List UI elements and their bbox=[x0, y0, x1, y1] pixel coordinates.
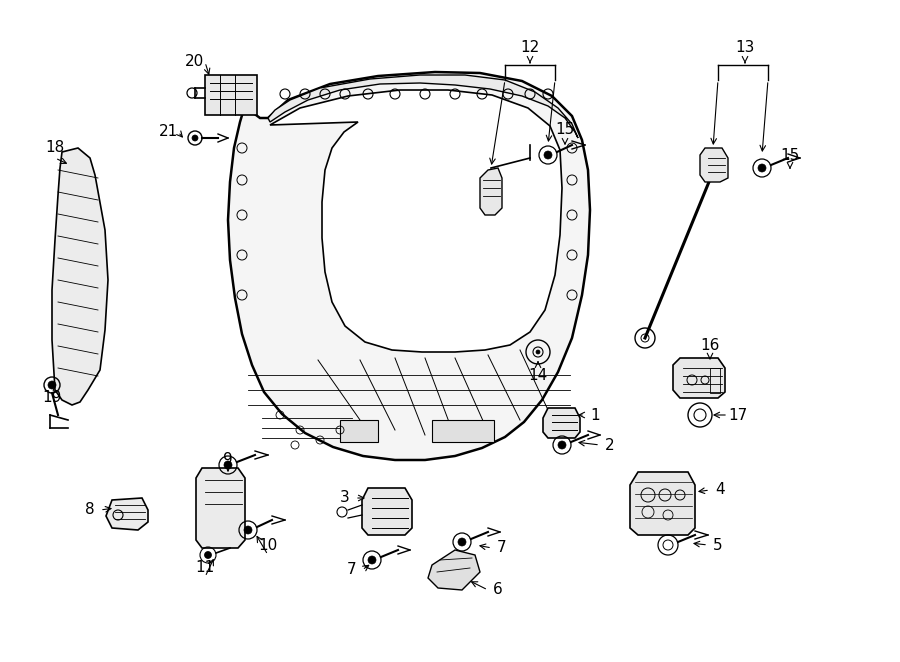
Polygon shape bbox=[362, 488, 412, 535]
Polygon shape bbox=[106, 498, 148, 530]
Text: 18: 18 bbox=[45, 140, 65, 156]
Circle shape bbox=[368, 556, 376, 564]
Text: 20: 20 bbox=[185, 54, 204, 70]
Bar bbox=[340, 420, 378, 442]
Circle shape bbox=[758, 164, 766, 172]
Polygon shape bbox=[228, 72, 590, 460]
Text: 13: 13 bbox=[735, 40, 755, 56]
Circle shape bbox=[536, 350, 540, 354]
Text: 15: 15 bbox=[780, 148, 799, 162]
Polygon shape bbox=[428, 550, 480, 590]
Text: 4: 4 bbox=[716, 483, 724, 498]
Bar bbox=[710, 368, 720, 393]
Polygon shape bbox=[543, 408, 580, 438]
Text: 7: 7 bbox=[497, 540, 507, 555]
Text: 5: 5 bbox=[713, 538, 723, 553]
Polygon shape bbox=[700, 148, 728, 182]
Circle shape bbox=[192, 135, 198, 141]
Text: 12: 12 bbox=[520, 40, 540, 56]
Circle shape bbox=[244, 526, 252, 534]
Circle shape bbox=[544, 151, 552, 159]
Bar bbox=[432, 420, 494, 442]
Polygon shape bbox=[270, 90, 562, 352]
Text: 11: 11 bbox=[195, 559, 214, 575]
Circle shape bbox=[558, 441, 566, 449]
Polygon shape bbox=[196, 468, 245, 548]
Text: 3: 3 bbox=[340, 491, 350, 506]
Polygon shape bbox=[630, 472, 695, 535]
Text: 14: 14 bbox=[528, 367, 547, 383]
Polygon shape bbox=[268, 75, 578, 138]
Text: 16: 16 bbox=[700, 338, 720, 352]
Text: 7: 7 bbox=[347, 563, 356, 577]
Polygon shape bbox=[673, 358, 725, 398]
Polygon shape bbox=[52, 148, 108, 405]
Text: 17: 17 bbox=[728, 408, 748, 422]
Text: 6: 6 bbox=[493, 583, 503, 598]
Text: 8: 8 bbox=[86, 502, 94, 518]
Text: 9: 9 bbox=[223, 453, 233, 467]
Circle shape bbox=[224, 461, 232, 469]
Circle shape bbox=[458, 538, 466, 546]
Bar bbox=[205, 75, 257, 115]
Polygon shape bbox=[480, 168, 502, 215]
Text: 21: 21 bbox=[158, 124, 177, 140]
Circle shape bbox=[204, 551, 212, 559]
Text: 2: 2 bbox=[605, 438, 615, 453]
Text: 10: 10 bbox=[258, 538, 277, 553]
Text: 19: 19 bbox=[42, 391, 62, 406]
Text: 15: 15 bbox=[555, 122, 574, 138]
Circle shape bbox=[48, 381, 56, 389]
Text: 1: 1 bbox=[590, 408, 599, 422]
